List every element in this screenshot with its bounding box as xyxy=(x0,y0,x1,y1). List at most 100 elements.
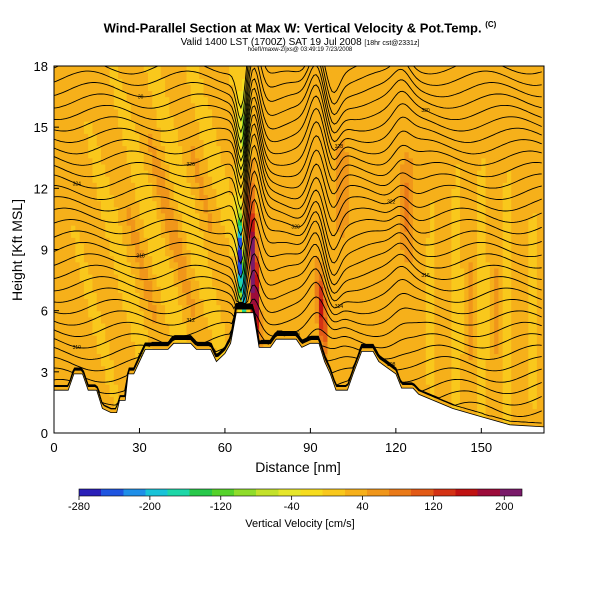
field-cell xyxy=(177,267,183,275)
field-cell xyxy=(190,267,196,275)
field-cell xyxy=(284,157,290,165)
field-cell xyxy=(310,316,316,324)
field-cell xyxy=(370,231,376,238)
field-cell xyxy=(353,273,358,281)
field-cell xyxy=(297,84,303,92)
field-cell xyxy=(101,151,106,159)
field-cell xyxy=(203,151,209,159)
field-cell xyxy=(96,72,102,79)
field-cell xyxy=(400,329,405,336)
field-cell xyxy=(293,255,299,263)
field-cell xyxy=(156,212,162,220)
field-cell xyxy=(207,163,213,171)
field-cell xyxy=(271,249,277,257)
field-cell xyxy=(323,347,329,355)
field-cell xyxy=(79,96,85,104)
field-cell xyxy=(301,292,307,300)
field-cell xyxy=(71,176,76,183)
field-cell xyxy=(224,212,230,220)
field-cell xyxy=(66,194,72,202)
field-cell xyxy=(54,322,59,330)
field-cell xyxy=(58,90,64,98)
field-cell xyxy=(173,316,179,324)
field-cell xyxy=(400,151,405,159)
field-cell xyxy=(130,182,136,189)
field-cell xyxy=(370,163,376,171)
field-cell xyxy=(199,322,205,330)
field-cell xyxy=(101,182,106,189)
field-cell xyxy=(391,90,397,98)
field-cell xyxy=(263,335,269,342)
field-cell xyxy=(237,157,243,165)
field-cell xyxy=(96,218,102,226)
field-cell xyxy=(182,273,188,281)
field-cell xyxy=(387,200,393,208)
field-cell xyxy=(143,169,149,177)
field-cell xyxy=(280,273,286,281)
field-cell xyxy=(54,72,59,79)
field-cell xyxy=(323,231,329,238)
field-cell xyxy=(105,341,111,348)
field-cell xyxy=(62,255,68,263)
field-cell xyxy=(109,353,115,361)
field-cell xyxy=(224,322,230,330)
field-cell xyxy=(400,353,405,361)
field-cell xyxy=(105,194,111,202)
field-cell xyxy=(105,121,111,128)
field-cell xyxy=(391,96,397,104)
field-cell xyxy=(395,261,401,269)
field-cell xyxy=(152,329,158,336)
field-cell xyxy=(88,255,94,263)
field-cell xyxy=(199,261,205,269)
field-cell xyxy=(122,90,128,98)
field-cell xyxy=(353,114,358,122)
field-cell xyxy=(271,121,277,128)
field-cell xyxy=(152,102,158,110)
field-cell xyxy=(246,218,252,226)
field-cell xyxy=(242,90,247,98)
field-cell xyxy=(71,225,76,232)
field-cell xyxy=(135,359,141,367)
field-cell xyxy=(118,157,123,165)
field-cell xyxy=(109,212,115,220)
field-cell xyxy=(186,243,192,251)
field-cell xyxy=(216,280,222,287)
field-cell xyxy=(203,182,209,189)
field-cell xyxy=(220,335,226,342)
field-cell xyxy=(58,176,64,183)
field-cell xyxy=(182,90,188,98)
field-cell xyxy=(96,335,102,342)
field-cell xyxy=(75,225,81,232)
field-cell xyxy=(54,231,59,238)
field-cell xyxy=(83,176,89,183)
field-cell xyxy=(177,280,183,287)
field-cell xyxy=(314,139,320,147)
field-cell xyxy=(79,255,85,263)
field-cell xyxy=(207,286,213,293)
field-cell xyxy=(293,292,299,300)
field-cell xyxy=(113,176,119,183)
field-cell xyxy=(293,298,299,306)
field-cell xyxy=(118,322,123,330)
field-cell xyxy=(331,267,337,275)
field-cell xyxy=(370,335,376,342)
field-cell xyxy=(327,341,333,348)
field-cell xyxy=(297,108,303,116)
field-cell xyxy=(88,206,94,214)
field-cell xyxy=(306,231,311,238)
field-cell xyxy=(148,72,153,79)
field-cell xyxy=(387,151,393,159)
field-cell xyxy=(122,329,128,336)
field-cell xyxy=(400,310,405,318)
field-cell xyxy=(391,102,397,110)
field-cell xyxy=(254,169,260,177)
field-cell xyxy=(297,255,303,263)
field-cell xyxy=(254,249,260,257)
field-cell xyxy=(220,151,226,159)
field-cell xyxy=(280,212,286,220)
field-cell xyxy=(370,176,376,183)
field-cell xyxy=(169,182,175,189)
field-cell xyxy=(391,329,397,336)
field-cell xyxy=(378,90,384,98)
field-cell xyxy=(395,335,401,342)
